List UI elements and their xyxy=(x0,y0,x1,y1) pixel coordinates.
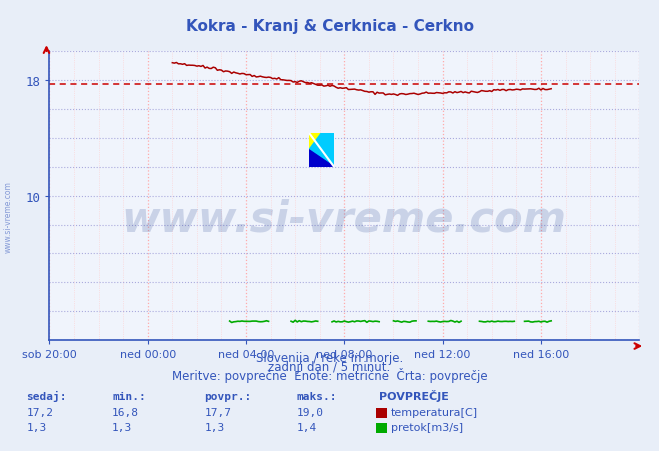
Text: POVPREČJE: POVPREČJE xyxy=(379,389,449,401)
Text: 1,4: 1,4 xyxy=(297,422,317,432)
Text: www.si-vreme.com: www.si-vreme.com xyxy=(3,180,13,253)
Text: 16,8: 16,8 xyxy=(112,407,139,417)
Text: Slovenija / reke in morje.: Slovenija / reke in morje. xyxy=(256,351,403,364)
Text: Meritve: povprečne  Enote: metrične  Črta: povprečje: Meritve: povprečne Enote: metrične Črta:… xyxy=(172,367,487,382)
Text: 17,2: 17,2 xyxy=(26,407,53,417)
Text: 1,3: 1,3 xyxy=(204,422,225,432)
Text: temperatura[C]: temperatura[C] xyxy=(391,407,478,417)
Text: sedaj:: sedaj: xyxy=(26,390,67,401)
Polygon shape xyxy=(309,133,322,151)
Text: pretok[m3/s]: pretok[m3/s] xyxy=(391,422,463,432)
Polygon shape xyxy=(309,133,334,167)
Text: zadnji dan / 5 minut.: zadnji dan / 5 minut. xyxy=(268,360,391,373)
Text: 1,3: 1,3 xyxy=(112,422,132,432)
Text: povpr.:: povpr.: xyxy=(204,391,252,401)
Text: Kokra - Kranj & Cerknica - Cerkno: Kokra - Kranj & Cerknica - Cerkno xyxy=(185,19,474,34)
Text: www.si-vreme.com: www.si-vreme.com xyxy=(122,198,567,240)
Polygon shape xyxy=(309,151,334,167)
Text: 19,0: 19,0 xyxy=(297,407,324,417)
Text: min.:: min.: xyxy=(112,391,146,401)
Text: 1,3: 1,3 xyxy=(26,422,47,432)
Text: maks.:: maks.: xyxy=(297,391,337,401)
Text: 17,7: 17,7 xyxy=(204,407,231,417)
